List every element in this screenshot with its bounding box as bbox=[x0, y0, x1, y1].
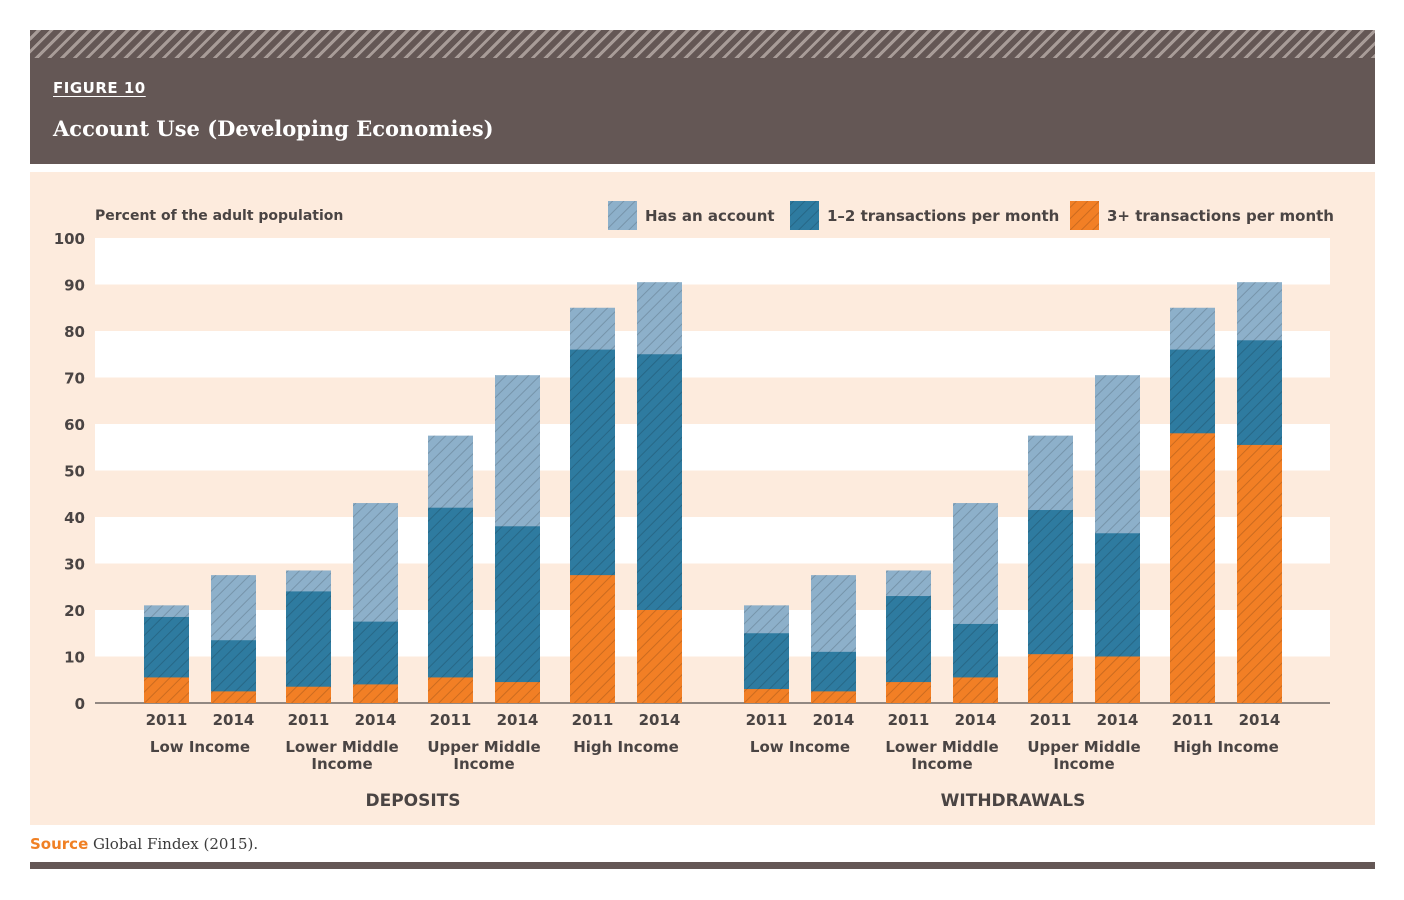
y-axis-label: Percent of the adult population bbox=[95, 208, 343, 224]
x-tick-year: 2014 bbox=[813, 711, 855, 729]
group-label: Lower Middle bbox=[885, 738, 998, 756]
grid-band bbox=[95, 284, 1330, 331]
figure-title: Account Use (Developing Economies) bbox=[53, 116, 494, 141]
y-tick-label: 100 bbox=[54, 230, 85, 248]
x-tick-year: 2011 bbox=[146, 711, 188, 729]
y-tick-label: 10 bbox=[64, 649, 85, 667]
group-label: High Income bbox=[1173, 738, 1279, 756]
y-tick-label: 20 bbox=[64, 602, 85, 620]
bar-3-plus-transactions-hatch bbox=[1170, 433, 1215, 703]
x-tick-year: 2011 bbox=[746, 711, 788, 729]
x-tick-year: 2011 bbox=[888, 711, 930, 729]
grid-band bbox=[95, 470, 1330, 517]
y-tick-label: 30 bbox=[64, 556, 85, 574]
legend-1-2-transactions-swatch-hatch bbox=[790, 201, 819, 230]
y-tick-label: 40 bbox=[64, 509, 85, 527]
x-tick-year: 2014 bbox=[1239, 711, 1281, 729]
group-label: Upper Middle bbox=[1027, 738, 1140, 756]
x-tick-year: 2014 bbox=[213, 711, 255, 729]
panel-label: DEPOSITS bbox=[365, 791, 460, 811]
chart: 0 10 20 30 40 50 60 70 80 90 100 Percent of the adu… bbox=[54, 201, 1334, 811]
grid-band bbox=[95, 517, 1330, 564]
bar-3-plus-transactions-hatch bbox=[144, 677, 189, 703]
x-tick-year: 2011 bbox=[572, 711, 614, 729]
legend-has-account-label: Has an account bbox=[645, 207, 775, 225]
figure-label: FIGURE 10 bbox=[53, 79, 146, 97]
bar-3-plus-transactions-hatch bbox=[570, 575, 615, 703]
bar-1-2-transactions-hatch bbox=[286, 591, 331, 703]
grid-band bbox=[95, 238, 1330, 285]
group-label: Income bbox=[453, 755, 514, 773]
bar-3-plus-transactions-hatch bbox=[1237, 444, 1282, 703]
legend-1-2-transactions-label: 1–2 transactions per month bbox=[827, 207, 1059, 225]
y-tick-label: 60 bbox=[64, 416, 85, 434]
bar-3-plus-transactions-hatch bbox=[353, 684, 398, 703]
y-tick-label: 90 bbox=[64, 277, 85, 295]
bar-1-2-transactions-hatch bbox=[428, 507, 473, 703]
x-tick-year: 2011 bbox=[288, 711, 330, 729]
x-tick-year: 2014 bbox=[497, 711, 539, 729]
group-label: Upper Middle bbox=[427, 738, 540, 756]
bar-3-plus-transactions-hatch bbox=[744, 689, 789, 703]
legend-3-plus-transactions-swatch-hatch bbox=[1070, 201, 1099, 230]
bar-3-plus-transactions-hatch bbox=[286, 686, 331, 703]
grid-band bbox=[95, 424, 1330, 471]
x-tick-year: 2011 bbox=[430, 711, 472, 729]
group-label: Lower Middle bbox=[285, 738, 398, 756]
bar-3-plus-transactions-hatch bbox=[953, 677, 998, 703]
y-tick-label: 70 bbox=[64, 370, 85, 388]
source-text: Global Findex (2015). bbox=[93, 835, 259, 853]
figure-header: FIGURE 10 Account Use (Developing Econom… bbox=[30, 30, 1375, 164]
group-label: High Income bbox=[573, 738, 679, 756]
group-label: Low Income bbox=[150, 738, 250, 756]
legend-has-account-swatch-hatch bbox=[608, 201, 637, 230]
grid-band bbox=[95, 610, 1330, 657]
header-stripes bbox=[30, 30, 1375, 58]
grid-band bbox=[95, 331, 1330, 378]
y-tick-label: 80 bbox=[64, 323, 85, 341]
grid-band bbox=[95, 563, 1330, 610]
group-label: Income bbox=[311, 755, 372, 773]
y-tick-label: 0 bbox=[75, 695, 85, 713]
x-tick-year: 2014 bbox=[355, 711, 397, 729]
y-tick-label: 50 bbox=[64, 463, 85, 481]
bar-3-plus-transactions-hatch bbox=[637, 610, 682, 703]
bar-3-plus-transactions-hatch bbox=[211, 691, 256, 703]
x-tick-year: 2011 bbox=[1030, 711, 1072, 729]
footer-rule bbox=[30, 862, 1375, 869]
bar-3-plus-transactions-hatch bbox=[886, 682, 931, 703]
group-label: Income bbox=[911, 755, 972, 773]
grid-band bbox=[95, 656, 1330, 703]
bar-3-plus-transactions-hatch bbox=[811, 691, 856, 703]
group-label: Income bbox=[1053, 755, 1114, 773]
grid-band bbox=[95, 377, 1330, 424]
bar-3-plus-transactions-hatch bbox=[1095, 656, 1140, 703]
source-note: Source Global Findex (2015). bbox=[30, 835, 258, 853]
bar-3-plus-transactions-hatch bbox=[1028, 654, 1073, 703]
legend-3-plus-transactions-label: 3+ transactions per month bbox=[1107, 207, 1334, 225]
panel-label: WITHDRAWALS bbox=[941, 791, 1086, 811]
x-tick-year: 2011 bbox=[1172, 711, 1214, 729]
group-label: Low Income bbox=[750, 738, 850, 756]
source-label: Source bbox=[30, 835, 89, 853]
x-tick-year: 2014 bbox=[955, 711, 997, 729]
chart-panel: 0 10 20 30 40 50 60 70 80 90 100 Percent of the adu… bbox=[30, 172, 1375, 825]
bar-3-plus-transactions-hatch bbox=[495, 682, 540, 703]
x-tick-year: 2014 bbox=[639, 711, 681, 729]
bar-3-plus-transactions-hatch bbox=[428, 677, 473, 703]
bar-1-2-transactions-hatch bbox=[495, 526, 540, 703]
x-tick-year: 2014 bbox=[1097, 711, 1139, 729]
